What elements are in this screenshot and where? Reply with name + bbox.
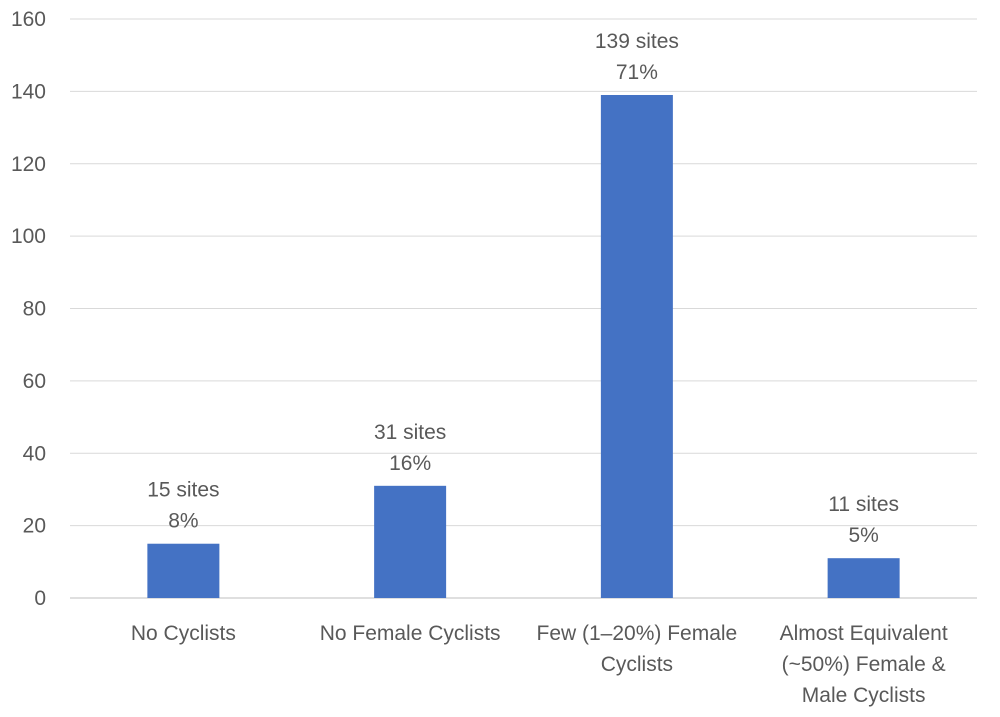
bars [147,94,900,599]
gridlines [70,18,977,599]
data-label: 5% [848,524,878,547]
bar [147,543,220,598]
y-tick-label: 40 [23,442,46,465]
bar [374,485,447,598]
data-label: 139 sites [595,30,679,53]
bar [600,94,673,599]
y-tick-label: 120 [11,153,46,176]
x-tick-label: No Cyclists [131,622,236,645]
x-axis: No Cyclists No Female Cyclists Few (1–20%)… [131,622,948,707]
y-tick-label: 160 [11,8,46,31]
data-label: 11 sites [828,493,899,516]
y-tick-label: 140 [11,80,46,103]
x-tick-label: Cyclists [601,653,673,676]
data-label: 71% [616,61,658,84]
x-tick-label: Almost Equivalent [780,622,948,645]
x-tick-label: Few (1–20%) Female [537,622,738,645]
data-label: 31 sites [374,421,446,444]
y-tick-label: 0 [34,587,46,610]
data-label: 15 sites [147,479,219,502]
x-tick-label: No Female Cyclists [320,622,501,645]
data-labels: 15 sites 8% 31 sites 16% 139 sites 71% 11 site… [147,30,899,547]
y-tick-label: 100 [11,225,46,248]
y-tick-label: 60 [23,370,46,393]
y-tick-label: 80 [23,298,46,321]
bar [827,558,900,598]
y-axis: 0 20 40 60 80 100 120 140 160 [11,8,46,610]
data-label: 16% [389,452,431,475]
y-tick-label: 20 [23,515,46,538]
data-label: 8% [168,510,198,533]
x-tick-label: (~50%) Female & [782,653,946,676]
x-tick-label: Male Cyclists [802,684,926,707]
